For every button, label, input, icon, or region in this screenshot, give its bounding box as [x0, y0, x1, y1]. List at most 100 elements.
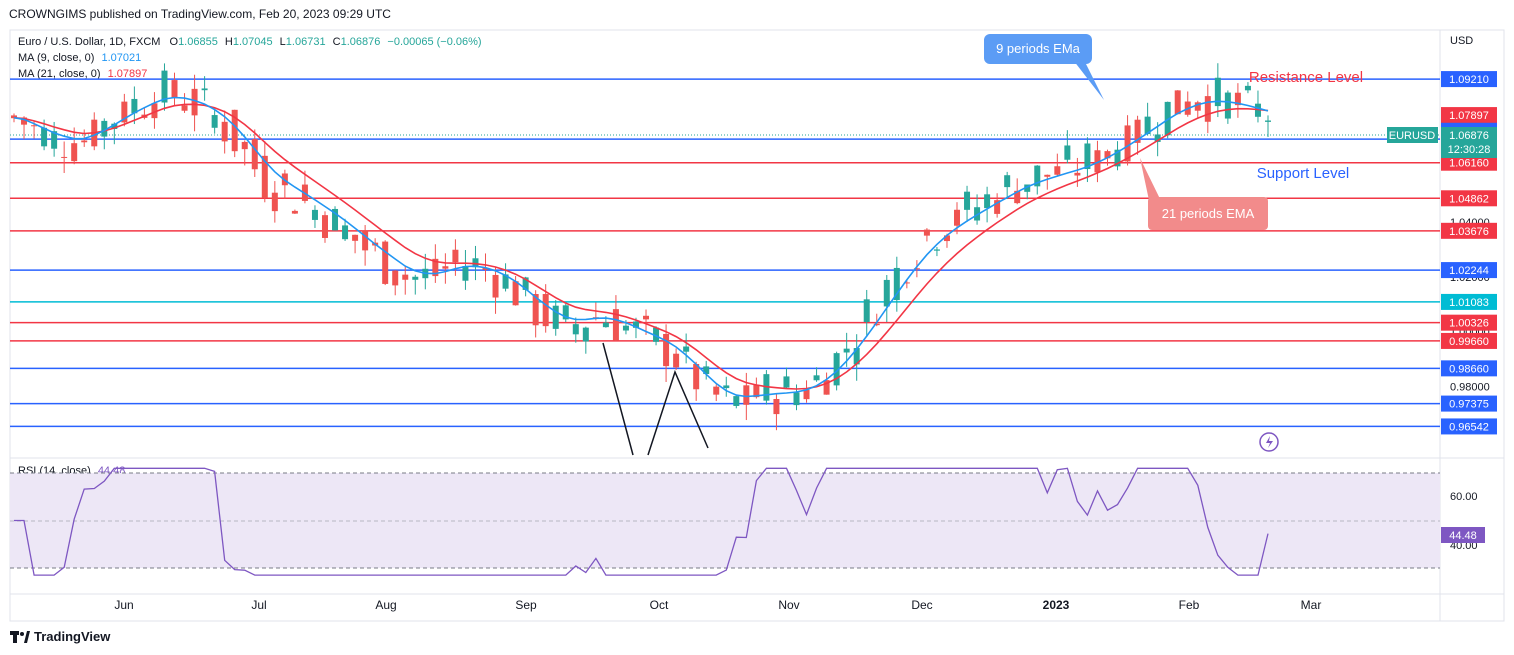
candle-body: [252, 139, 258, 169]
candle-body: [402, 275, 408, 280]
footer-brand-text: TradingView: [34, 629, 110, 644]
candle-body: [964, 192, 970, 210]
level-tag: 0.99660: [1449, 336, 1489, 348]
level-tag: 0.98660: [1449, 363, 1489, 375]
candle-body: [884, 280, 890, 306]
candle-body: [442, 266, 448, 268]
candle-body: [844, 349, 850, 353]
candle-body: [1245, 86, 1251, 90]
candle-body: [984, 194, 990, 208]
candle-body: [924, 230, 930, 236]
candle-body: [71, 143, 77, 161]
candle-body: [202, 88, 208, 90]
level-tag: 1.06160: [1449, 158, 1489, 170]
candle-body: [814, 375, 820, 380]
candle-body: [673, 354, 679, 368]
candles: [11, 63, 1271, 430]
candle-body: [352, 235, 358, 241]
candle-body: [1225, 93, 1231, 119]
axis-tag: 1.07897: [1449, 110, 1489, 122]
symbol-tag: EURUSD: [1389, 130, 1436, 142]
candle-body: [743, 385, 749, 405]
level-tag: 1.04862: [1449, 193, 1489, 205]
candle-body: [41, 128, 47, 147]
candle-body: [954, 210, 960, 226]
candle-body: [793, 392, 799, 405]
candle-body: [1054, 166, 1060, 174]
candle-body: [603, 323, 609, 328]
candle-body: [452, 250, 458, 262]
pattern-line-1: [603, 343, 633, 455]
candle-body: [773, 399, 779, 414]
level-tag: 0.97375: [1449, 399, 1489, 411]
candle-body: [1044, 175, 1050, 177]
candle-body: [242, 142, 248, 149]
candle-body: [573, 324, 579, 334]
candle-body: [292, 211, 298, 214]
ema21-line: [14, 104, 1268, 389]
candle-body: [272, 193, 278, 211]
time-label: Mar: [1301, 598, 1322, 612]
candle-body: [61, 157, 67, 158]
candle-body: [161, 71, 167, 103]
candle-body: [864, 299, 870, 322]
candle-body: [1265, 121, 1271, 122]
time-label: Jul: [251, 598, 266, 612]
candle-body: [553, 306, 559, 329]
candle-body: [1175, 90, 1181, 114]
candle-body: [643, 316, 649, 320]
candle-body: [804, 390, 810, 399]
ema21-callout-text: 21 periods EMA: [1162, 206, 1255, 221]
candle-body: [493, 275, 499, 298]
candle-body: [683, 347, 689, 352]
level-tag: 1.00326: [1449, 318, 1489, 330]
rsi-tick-60: 60.00: [1450, 491, 1478, 503]
candle-body: [1064, 145, 1070, 159]
candle-body: [172, 80, 178, 98]
candle-body: [723, 385, 729, 388]
candle-body: [81, 140, 87, 142]
candle-body: [1205, 96, 1211, 122]
time-label: Oct: [650, 598, 669, 612]
tradingview-logo-icon: [10, 631, 30, 643]
candle-body: [1074, 173, 1080, 176]
candle-body: [1004, 175, 1010, 187]
level-tag: 1.03676: [1449, 226, 1489, 238]
price-tags: 1.092101.070211.061601.048621.036761.022…: [1441, 71, 1497, 434]
rsi-value-tag: 44.48: [1449, 530, 1477, 542]
candle-body: [513, 281, 519, 305]
candle-body: [322, 215, 328, 238]
candle-body: [312, 210, 318, 220]
candle-body: [462, 266, 468, 281]
level-tag: 1.09210: [1449, 74, 1489, 86]
time-label: Nov: [778, 598, 799, 612]
candle-body: [663, 334, 669, 366]
time-label: 2023: [1043, 598, 1070, 612]
candle-body: [623, 326, 629, 331]
price-tick: 0.98000: [1450, 381, 1490, 393]
time-label: Aug: [375, 598, 396, 612]
candle-body: [222, 122, 228, 142]
candle-body: [192, 89, 198, 116]
candle-body: [342, 225, 348, 239]
candle-body: [733, 396, 739, 406]
level-tag: 0.96542: [1449, 421, 1489, 433]
support-label: Support Level: [1257, 165, 1350, 182]
currency-label: USD: [1450, 35, 1473, 47]
candle-body: [182, 105, 188, 110]
level-tag: 1.01083: [1449, 297, 1489, 309]
time-label: Sep: [515, 598, 537, 612]
candle-body: [412, 277, 418, 280]
last-price-tag: 1.06876: [1449, 130, 1489, 142]
footer-brand[interactable]: TradingView: [10, 629, 110, 644]
candle-body: [894, 268, 900, 300]
candle-body: [392, 271, 398, 286]
level-tag: 1.02244: [1449, 265, 1489, 277]
candle-body: [583, 328, 589, 342]
candle-body: [783, 376, 789, 387]
countdown-tag: 12:30:28: [1448, 144, 1491, 156]
time-label: Feb: [1179, 598, 1200, 612]
candle-body: [1125, 125, 1131, 161]
candle-body: [713, 387, 719, 395]
